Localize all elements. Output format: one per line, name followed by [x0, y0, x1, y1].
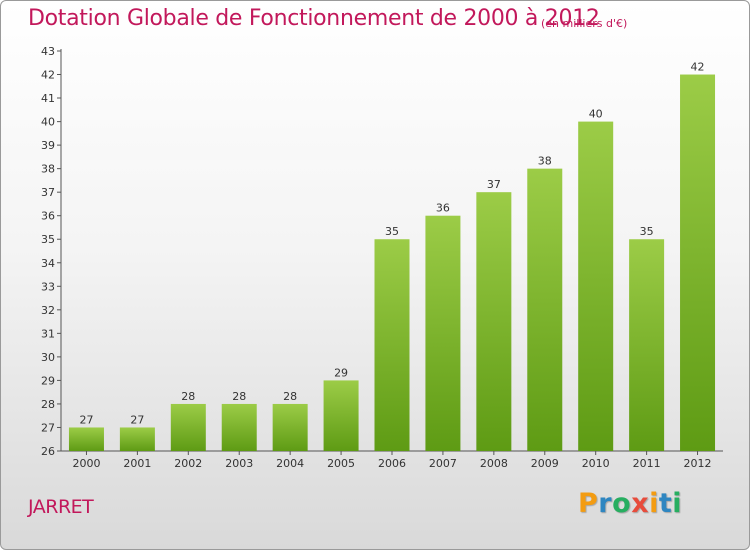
y-tick-label: 37 — [41, 186, 55, 199]
chart-title: Dotation Globale de Fonctionnement de 20… — [28, 6, 600, 31]
y-tick-label: 38 — [41, 163, 55, 176]
x-tick-label: 2004 — [276, 457, 304, 470]
x-tick-label: 2007 — [429, 457, 457, 470]
bar-value-label: 35 — [640, 225, 654, 238]
bar-2010 — [578, 121, 614, 452]
y-tick-label: 29 — [41, 374, 55, 387]
x-tick-label: 2003 — [225, 457, 253, 470]
x-tick-label: 2008 — [480, 457, 508, 470]
logo-letter: i — [649, 488, 659, 519]
x-tick-label: 2001 — [123, 457, 151, 470]
x-tick-label: 2010 — [582, 457, 610, 470]
y-tick-label: 32 — [41, 304, 55, 317]
y-tick-label: 41 — [41, 92, 55, 105]
bar-2001 — [119, 427, 155, 451]
y-tick-label: 27 — [41, 421, 55, 434]
bar-value-label: 28 — [283, 390, 297, 403]
logo-letter: i — [672, 488, 683, 519]
y-tick-label: 36 — [41, 210, 55, 223]
x-tick-label: 2009 — [531, 457, 559, 470]
bar-value-label: 27 — [130, 413, 144, 426]
bar-2011 — [629, 239, 665, 451]
bar-2008 — [476, 192, 512, 452]
x-tick-label: 2012 — [684, 457, 712, 470]
logo-letter: t — [658, 488, 673, 519]
chart-unit: (en milliers d'€) — [541, 17, 628, 30]
bar-value-label: 29 — [334, 366, 348, 379]
proxiti-logo[interactable]: Proxiti — [578, 488, 682, 519]
logo-letter: P — [578, 488, 599, 519]
y-tick-label: 33 — [41, 280, 55, 293]
y-tick-label: 39 — [41, 139, 55, 152]
bar-value-label: 35 — [385, 225, 399, 238]
x-tick-label: 2000 — [72, 457, 100, 470]
y-tick-label: 30 — [41, 351, 55, 364]
y-tick-label: 34 — [41, 257, 55, 270]
bar-value-label: 27 — [79, 413, 93, 426]
y-tick-label: 28 — [41, 398, 55, 411]
bar-value-label: 42 — [691, 61, 705, 74]
bar-2007 — [425, 215, 461, 451]
bar-value-label: 38 — [538, 155, 552, 168]
bar-2000 — [68, 427, 104, 451]
x-tick-label: 2011 — [633, 457, 661, 470]
y-tick-label: 31 — [41, 327, 55, 340]
y-tick-label: 26 — [41, 445, 55, 458]
y-tick-label: 43 — [41, 45, 55, 58]
bar-2009 — [527, 168, 563, 451]
x-tick-label: 2002 — [174, 457, 202, 470]
y-tick-label: 35 — [41, 233, 55, 246]
logo-letter: o — [612, 488, 632, 519]
commune-name: JARRET — [28, 496, 94, 518]
bar-value-label: 28 — [232, 390, 246, 403]
x-tick-label: 2005 — [327, 457, 355, 470]
bar-2004 — [272, 403, 308, 451]
bar-2005 — [323, 380, 359, 451]
y-tick-label: 42 — [41, 69, 55, 82]
y-tick-label: 40 — [41, 116, 55, 129]
bar-2003 — [221, 403, 257, 451]
logo-letter: r — [598, 488, 613, 519]
bar-value-label: 36 — [436, 202, 450, 215]
bar-value-label: 37 — [487, 178, 501, 191]
bar-value-label: 28 — [181, 390, 195, 403]
bar-2012 — [680, 74, 716, 451]
x-tick-label: 2006 — [378, 457, 406, 470]
bar-2006 — [374, 239, 410, 451]
bar-2002 — [170, 403, 206, 451]
logo-letter: x — [631, 488, 650, 519]
bar-value-label: 40 — [589, 108, 603, 121]
